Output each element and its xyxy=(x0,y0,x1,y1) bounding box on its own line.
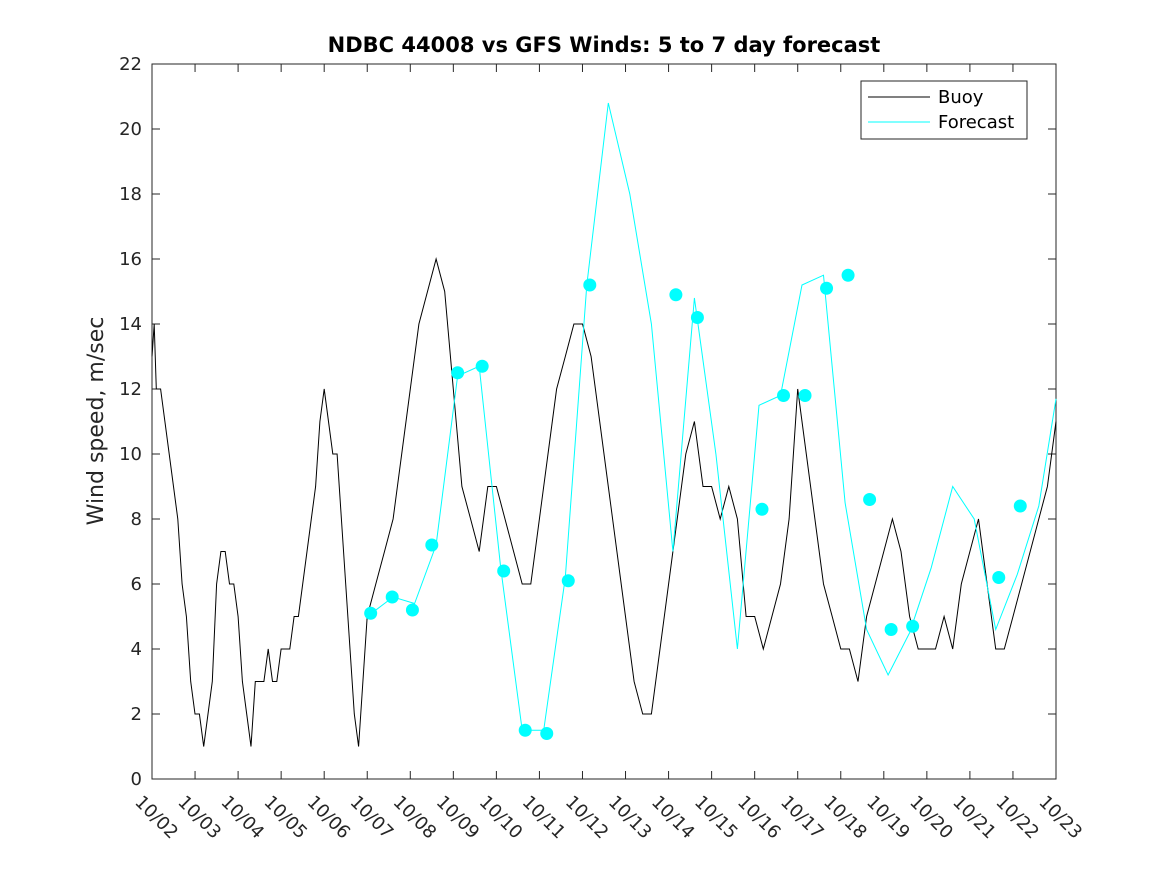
forecast-marker xyxy=(1013,499,1027,513)
y-tick-label: 10 xyxy=(119,444,142,465)
forecast-marker xyxy=(992,571,1006,584)
y-tick-label: 20 xyxy=(119,119,142,140)
legend-forecast-label: Forecast xyxy=(938,112,1014,133)
forecast-marker xyxy=(777,389,791,402)
y-tick-label: 4 xyxy=(131,639,142,660)
forecast-marker xyxy=(669,288,683,302)
y-tick-label: 8 xyxy=(131,509,142,530)
forecast-marker xyxy=(405,603,419,617)
chart-title: NDBC 44008 vs GFS Winds: 5 to 7 day fore… xyxy=(328,33,881,57)
forecast-marker xyxy=(385,590,399,604)
forecast-marker xyxy=(820,281,834,295)
forecast-marker xyxy=(755,502,769,516)
y-tick-label: 22 xyxy=(119,54,142,75)
forecast-marker xyxy=(906,619,920,633)
forecast-marker xyxy=(690,311,704,324)
y-axis-label: Wind speed, m/sec xyxy=(84,317,109,526)
forecast-marker xyxy=(583,278,597,292)
y-tick-label: 16 xyxy=(119,249,142,270)
y-tick-label: 6 xyxy=(131,574,142,595)
legend-box xyxy=(860,80,1028,140)
y-tick-label: 0 xyxy=(131,769,142,790)
forecast-marker xyxy=(497,564,511,578)
forecast-marker xyxy=(561,574,575,588)
plot-area: 024681012141618202210/0210/0310/0410/051… xyxy=(119,54,1086,843)
forecast-marker xyxy=(451,366,465,380)
axes-frame xyxy=(151,63,1057,780)
forecast-marker xyxy=(364,606,378,620)
y-tick-label: 18 xyxy=(119,184,142,205)
y-tick-label: 12 xyxy=(119,379,142,400)
legend: Buoy Forecast xyxy=(860,80,1028,140)
forecast-marker xyxy=(540,727,554,740)
series-line-forecast xyxy=(371,102,1057,731)
forecast-marker xyxy=(475,359,489,373)
forecast-marker xyxy=(863,493,877,506)
y-tick-label: 14 xyxy=(119,314,142,335)
forecast-marker xyxy=(518,723,532,737)
forecast-marker xyxy=(425,538,439,552)
y-tick-label: 2 xyxy=(131,704,142,725)
forecast-marker xyxy=(798,389,812,402)
forecast-marker xyxy=(884,623,898,636)
legend-buoy-label: Buoy xyxy=(938,87,984,108)
forecast-marker xyxy=(841,268,855,282)
